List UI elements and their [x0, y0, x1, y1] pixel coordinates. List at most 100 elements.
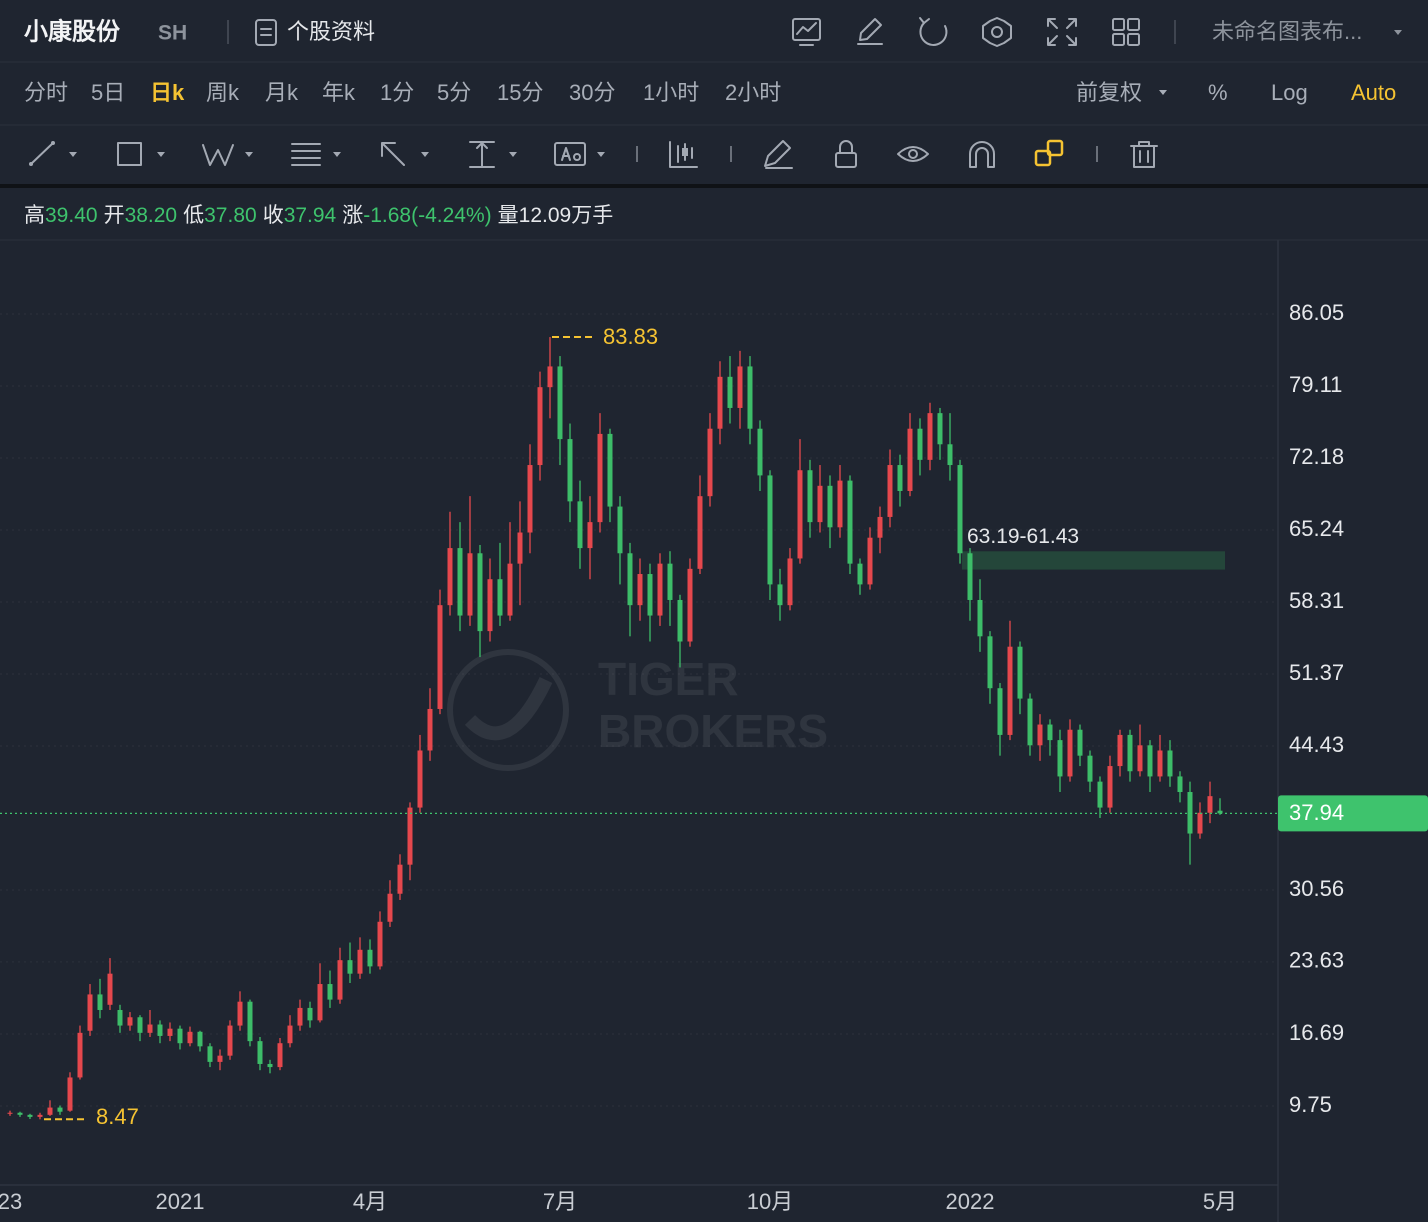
candle-body — [417, 750, 423, 808]
candle-body — [787, 558, 793, 606]
period-tab[interactable]: 月k — [265, 80, 299, 105]
wave-tool[interactable] — [202, 144, 253, 166]
x-tick-label: 5月 — [1203, 1189, 1237, 1214]
candle-body — [487, 579, 493, 632]
chart-icon[interactable] — [792, 18, 821, 46]
divider — [0, 184, 1428, 188]
candle-body — [947, 444, 953, 466]
quote-label: 低 — [183, 204, 204, 227]
measure-tool[interactable] — [469, 141, 517, 168]
candle-body — [177, 1028, 183, 1044]
eye-tool[interactable] — [897, 146, 929, 162]
x-tick-label: 23 — [0, 1189, 22, 1214]
layout-name: 未命名图表布... — [1212, 19, 1362, 44]
period-tab[interactable]: 15分 — [497, 80, 543, 105]
arrow-tool[interactable] — [381, 142, 429, 166]
y-tick-label: 30.56 — [1289, 876, 1344, 901]
candle-body — [1097, 781, 1103, 808]
candle-body — [287, 1025, 293, 1044]
y-tick-label: 9.75 — [1289, 1092, 1332, 1117]
doc-icon — [255, 19, 277, 46]
candle-body — [17, 1112, 23, 1115]
period-row: 分时 5日 日k 周k 月k 年k 1分 5分 15分 30分 1小时 2小时 — [24, 80, 781, 105]
x-tick-label: 2022 — [946, 1189, 995, 1214]
candle-body — [27, 1114, 33, 1117]
candle-body — [767, 475, 773, 585]
candle-body — [227, 1025, 233, 1056]
option-button[interactable]: Auto — [1351, 80, 1396, 105]
candle-body — [667, 563, 673, 600]
line-tool[interactable] — [29, 141, 77, 166]
quote-value: 12.09万手 — [519, 204, 614, 227]
quote-value: 38.20 — [125, 204, 178, 227]
quote-label: 开 — [104, 204, 125, 227]
period-tab[interactable]: 5日 — [91, 80, 125, 105]
link-tool[interactable] — [1034, 139, 1064, 167]
edit-icon[interactable] — [857, 18, 883, 45]
lock-tool[interactable] — [835, 140, 857, 168]
candle-body — [747, 366, 753, 429]
period-tab[interactable]: 年k — [322, 80, 356, 105]
candle-body — [237, 1001, 243, 1026]
candle-body — [737, 366, 743, 408]
period-tab[interactable]: 5分 — [437, 80, 471, 105]
period-tab[interactable]: 2小时 — [725, 80, 781, 105]
magnet-tool[interactable] — [969, 141, 995, 168]
candle-body — [107, 973, 113, 1005]
candle-body — [97, 994, 103, 1010]
candle-body — [147, 1024, 153, 1033]
candle-body — [877, 516, 883, 538]
brush-tool[interactable] — [764, 140, 793, 169]
candle-body — [537, 387, 543, 466]
text-tool[interactable] — [554, 142, 605, 166]
settings-icon[interactable] — [982, 17, 1012, 47]
layout-menu[interactable]: 未命名图表布... — [1212, 19, 1402, 44]
layout-icon[interactable] — [1112, 18, 1140, 46]
candle-body — [707, 428, 713, 497]
period-tab[interactable]: 1小时 — [643, 80, 699, 105]
candle-body — [1137, 745, 1143, 772]
option-button[interactable]: % — [1208, 80, 1228, 105]
profile-button[interactable]: 个股资料 — [255, 19, 375, 46]
candle-tool[interactable] — [669, 141, 698, 168]
watermark-text: TIGER — [598, 653, 739, 705]
candle-body — [407, 807, 413, 865]
exchange: SH — [158, 22, 187, 45]
quote-label: 量 — [498, 204, 519, 227]
period-tab[interactable]: 30分 — [569, 80, 615, 105]
candle-body — [1057, 740, 1063, 777]
candle-body — [507, 563, 513, 616]
candle-body — [77, 1032, 83, 1078]
candle-body — [527, 465, 533, 533]
period-tab[interactable]: 1分 — [380, 80, 414, 105]
candle-body — [927, 413, 933, 460]
max-label: 83.83 — [603, 324, 658, 349]
y-tick-label: 79.11 — [1289, 372, 1342, 397]
option-button[interactable]: Log — [1271, 80, 1308, 105]
candle-body — [1147, 745, 1153, 777]
candle-body — [657, 563, 663, 616]
option-button[interactable]: 前复权 — [1076, 80, 1142, 105]
candle-body — [427, 708, 433, 751]
range-box — [962, 551, 1225, 570]
plot: 9.75 16.69 23.63 30.56 44.43 51.37 58.31 65.24 7… — [0, 300, 1344, 1214]
candle-body — [1177, 776, 1183, 793]
refresh-icon[interactable] — [919, 17, 948, 46]
period-tab[interactable]: 周k — [206, 80, 240, 105]
candle-body — [207, 1046, 213, 1062]
option-row: 前复权% Log Auto — [1076, 80, 1396, 105]
delete-tool[interactable] — [1130, 141, 1158, 168]
candle-body — [857, 563, 863, 585]
fullscreen-icon[interactable] — [1047, 18, 1077, 46]
candle-body — [37, 1114, 43, 1117]
profile-label: 个股资料 — [287, 19, 375, 44]
fib-tool[interactable] — [291, 143, 341, 166]
period-tab[interactable]: 分时 — [24, 80, 68, 105]
min-label: 8.47 — [96, 1104, 139, 1129]
x-tick-label: 7月 — [543, 1189, 577, 1214]
period-tab[interactable]: 日k — [150, 80, 185, 105]
rect-tool[interactable] — [117, 142, 165, 166]
